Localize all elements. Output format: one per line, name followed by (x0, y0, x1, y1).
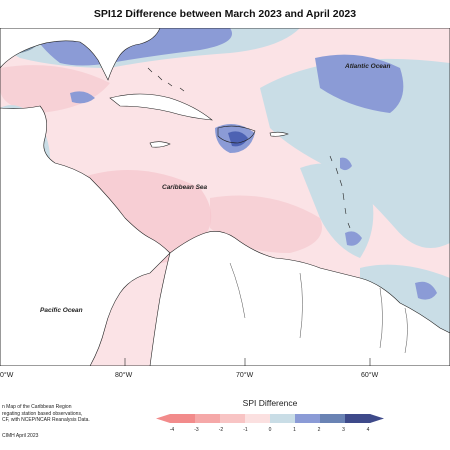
land-lesser-antilles (329, 155, 351, 229)
land-cuba (109, 93, 213, 121)
legend-title: SPI Difference (242, 398, 298, 408)
land-bahamas (147, 67, 185, 92)
credit-line: CF, with NCEP/NCAR Reanalysis Data. (2, 417, 90, 423)
land-south-america (149, 231, 450, 366)
legend-swatch (320, 414, 346, 423)
wet-anomaly-east-islands (340, 157, 352, 171)
wet-anomaly-florida (70, 91, 95, 104)
border-lines (229, 262, 408, 354)
legend-tick-label: 2 (318, 427, 321, 433)
map-title: SPI12 Difference between March 2023 and … (93, 8, 357, 20)
wet-anomaly-guiana-core (415, 281, 437, 300)
legend-swatch (245, 414, 271, 423)
legend-swatch (295, 414, 321, 423)
legend-tick-label: -1 (243, 427, 248, 433)
lon-label: 80°W (115, 372, 133, 379)
land-north-america (0, 28, 161, 81)
credit-line: regating station based observations, (2, 410, 83, 417)
land-central-america (0, 105, 171, 366)
legend-arrow-right (370, 414, 384, 423)
land-hispaniola (217, 125, 256, 144)
lon-label: 60°W (361, 372, 379, 379)
legend-tick-label: -2 (219, 427, 224, 433)
legend-tick-label: 4 (367, 427, 370, 433)
legend-tick-label: 3 (342, 427, 345, 433)
legend-swatch (170, 414, 196, 423)
land-puerto-rico (269, 131, 289, 137)
land-jamaica (149, 141, 171, 148)
spi-difference-map (0, 28, 450, 366)
wet-anomaly-atlantic (260, 58, 450, 248)
legend-arrow-left (156, 414, 170, 423)
legend-tick-label: 0 (269, 427, 272, 433)
ocean-label-pacific: Pacific Ocean (40, 307, 83, 314)
legend-swatch (195, 414, 221, 423)
credit-line: n Map of the Caribbean Region (2, 404, 72, 410)
ocean-label-atlantic: Atlantic Ocean (345, 63, 391, 70)
legend-tick-label: -4 (170, 427, 175, 433)
legend-tick-label: -3 (194, 427, 199, 433)
legend-swatch (270, 414, 296, 423)
dry-anomaly-caribbean-south (210, 195, 322, 253)
legend-swatch (220, 414, 246, 423)
legend-tick-label: 1 (293, 427, 296, 433)
legend-swatch (345, 414, 371, 423)
spi-legend: -4 -3 -2 -1 0 1 2 3 4 (156, 414, 384, 433)
wet-anomaly-trinidad (345, 231, 362, 246)
wet-anomaly-atlantic-core (315, 54, 404, 113)
lon-label: 70°W (236, 372, 254, 379)
copyright: CIMH April 2023 (2, 433, 39, 439)
lon-label: 0°W (0, 372, 14, 379)
map-credit: n Map of the Caribbean Region regating s… (2, 404, 142, 424)
ocean-label-caribbean: Caribbean Sea (162, 184, 208, 191)
